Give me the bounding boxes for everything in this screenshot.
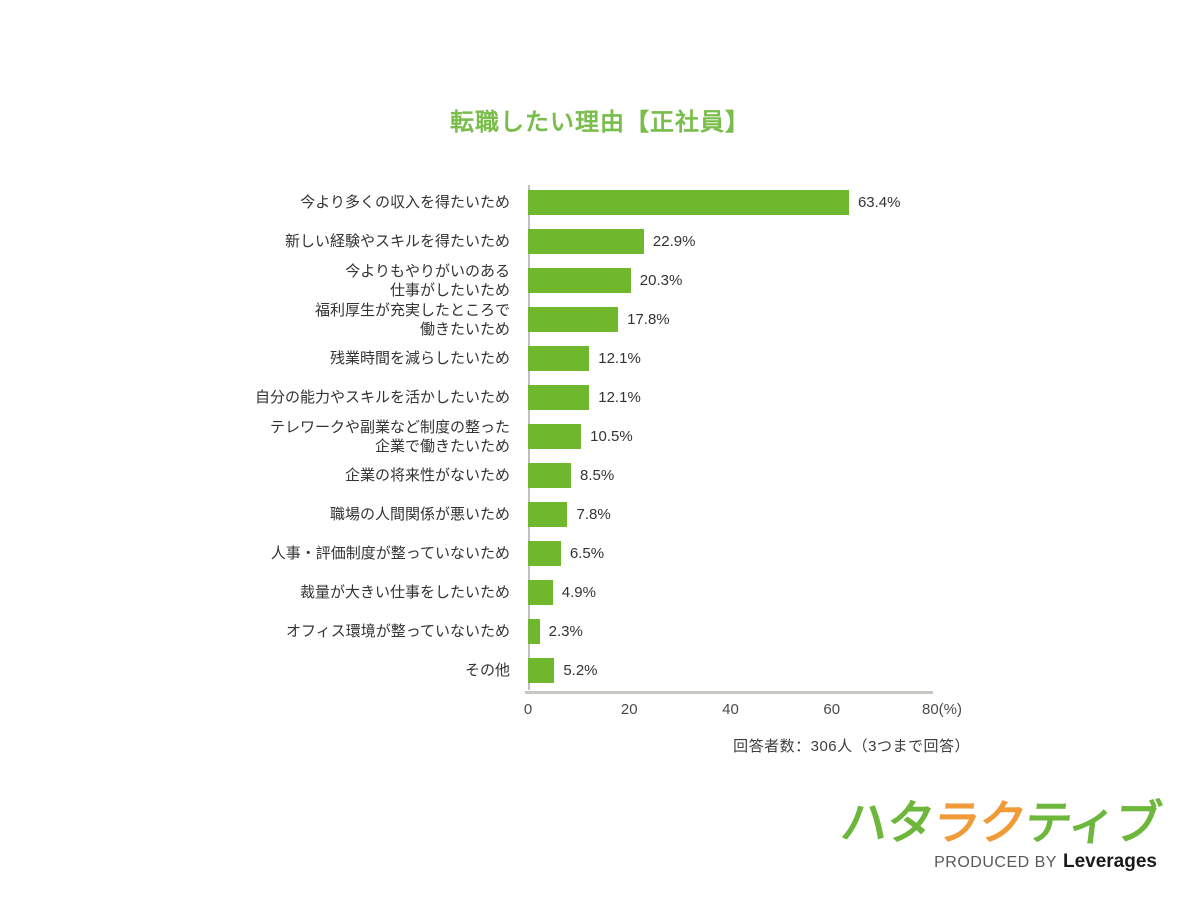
chart-row: 残業時間を減らしたいため 12.1% (220, 339, 1040, 378)
chart-row: 企業の将来性がないため 8.5% (220, 456, 1040, 495)
category-label: その他 (464, 662, 510, 679)
chart-title: 転職したい理由【正社員】 (450, 109, 750, 136)
chart-row: その他 5.2% (220, 651, 1040, 690)
logo-character: ブ (1110, 796, 1164, 849)
bar (528, 268, 631, 293)
chart-row: 裁量が大きい仕事をしたいため 4.9% (220, 573, 1040, 612)
brand-logo: ハタラクティブ PRODUCED BY Leverages (838, 796, 1164, 873)
x-axis-line (525, 691, 933, 694)
value-label: 12.1% (598, 389, 641, 406)
bar (528, 307, 619, 332)
value-label: 4.9% (561, 584, 596, 601)
chart-row: 職場の人間関係が悪いため 7.8% (220, 495, 1040, 534)
value-label: 22.9% (652, 233, 696, 250)
value-label: 20.3% (639, 272, 683, 289)
bar (528, 658, 555, 683)
x-axis-tick: 20 (620, 701, 638, 718)
category-label: 福利厚生が充実したところで 働きたいため (314, 301, 510, 338)
bar (528, 619, 540, 644)
bar (528, 580, 553, 605)
bar-track: 63.4% (528, 190, 1040, 215)
chart-row: 今よりもやりがいのある 仕事がしたいため 20.3% (220, 261, 1040, 300)
category-label: 裁量が大きい仕事をしたいため (299, 584, 510, 601)
logo-character: ィ (1064, 796, 1118, 849)
chart-row: オフィス環境が整っていないため 2.3% (220, 612, 1040, 651)
value-label: 7.8% (576, 506, 611, 523)
value-label: 6.5% (569, 545, 605, 562)
value-label: 17.8% (627, 311, 670, 328)
chart-row: 自分の能力やスキルを活かしたいため 12.1% (220, 378, 1040, 417)
logo-wordmark: ハタラクティブ (837, 796, 1164, 849)
category-label: 職場の人間関係が悪いため (329, 506, 510, 523)
logo-character: ラ (929, 796, 983, 849)
value-label: 10.5% (590, 428, 633, 445)
bar-track: 6.5% (528, 541, 1040, 566)
chart-rows: 今より多くの収入を得たいため 63.4% 新しい経験やスキルを得たいため 22.9% 今… (220, 183, 1040, 690)
bar (528, 190, 849, 215)
bar-track: 5.2% (528, 658, 1040, 683)
x-axis-ticks: 0 20 40 60 80(%) (524, 694, 962, 718)
bar-track: 4.9% (528, 580, 1040, 605)
logo-character: ク (975, 796, 1029, 849)
value-label: 8.5% (580, 467, 615, 484)
category-label: 今よりもやりがいのある 仕事がしたいため (345, 262, 510, 299)
chart-row: テレワークや副業など制度の整った 企業で働きたいため 10.5% (220, 417, 1040, 456)
bar-track: 17.8% (528, 307, 1040, 332)
bar (528, 463, 572, 488)
category-label: オフィス環境が整っていないため (286, 623, 510, 640)
logo-character: テ (1021, 796, 1072, 849)
logo-character: タ (883, 796, 937, 849)
bar-track: 12.1% (528, 385, 1040, 410)
value-label: 2.3% (548, 623, 583, 640)
bar (528, 541, 561, 566)
category-label: 人事・評価制度が整っていないため (270, 545, 510, 562)
respondents-note: 回答者数：306人（3つまで回答） (733, 738, 970, 755)
bar-chart: 今より多くの収入を得たいため 63.4% 新しい経験やスキルを得たいため 22.9% 今… (220, 183, 1040, 718)
value-label: 12.1% (598, 350, 641, 367)
leverages-label: Leverages (1062, 850, 1157, 872)
bar-track: 10.5% (528, 424, 1040, 449)
x-axis-tick: 40 (722, 701, 739, 718)
bar-track: 20.3% (528, 268, 1040, 293)
produced-by-label: PRODUCED BY (934, 853, 1057, 871)
chart-row: 福利厚生が充実したところで 働きたいため 17.8% (220, 300, 1040, 339)
category-label: 新しい経験やスキルを得たいため (284, 233, 510, 250)
bar (528, 502, 568, 527)
chart-row: 今より多くの収入を得たいため 63.4% (220, 183, 1040, 222)
bar (528, 424, 582, 449)
category-label: 企業の将来性がないため (344, 467, 510, 484)
value-label: 5.2% (563, 662, 598, 679)
bar (528, 385, 590, 410)
bar (528, 346, 590, 371)
chart-row: 新しい経験やスキルを得たいため 22.9% (220, 222, 1040, 261)
bar-track: 8.5% (528, 463, 1040, 488)
bar-track: 12.1% (528, 346, 1040, 371)
bar-track: 22.9% (528, 229, 1040, 254)
bar-track: 2.3% (528, 619, 1040, 644)
bar (528, 229, 644, 254)
category-label: 残業時間を減らしたいため (329, 350, 510, 367)
bar-track: 7.8% (528, 502, 1040, 527)
value-label: 63.4% (857, 194, 901, 211)
category-label: 自分の能力やスキルを活かしたいため (254, 389, 510, 406)
x-axis-tick: 60 (823, 701, 841, 718)
x-axis-tick: 80(%) (922, 701, 963, 718)
category-label: 今より多くの収入を得たいため (300, 194, 510, 211)
logo-character: ハ (837, 796, 891, 849)
category-label: テレワークや副業など制度の整った 企業で働きたいため (269, 418, 510, 455)
x-axis-tick: 0 (523, 701, 533, 718)
logo-subtext: PRODUCED BY Leverages (838, 851, 1157, 873)
chart-row: 人事・評価制度が整っていないため 6.5% (220, 534, 1040, 573)
